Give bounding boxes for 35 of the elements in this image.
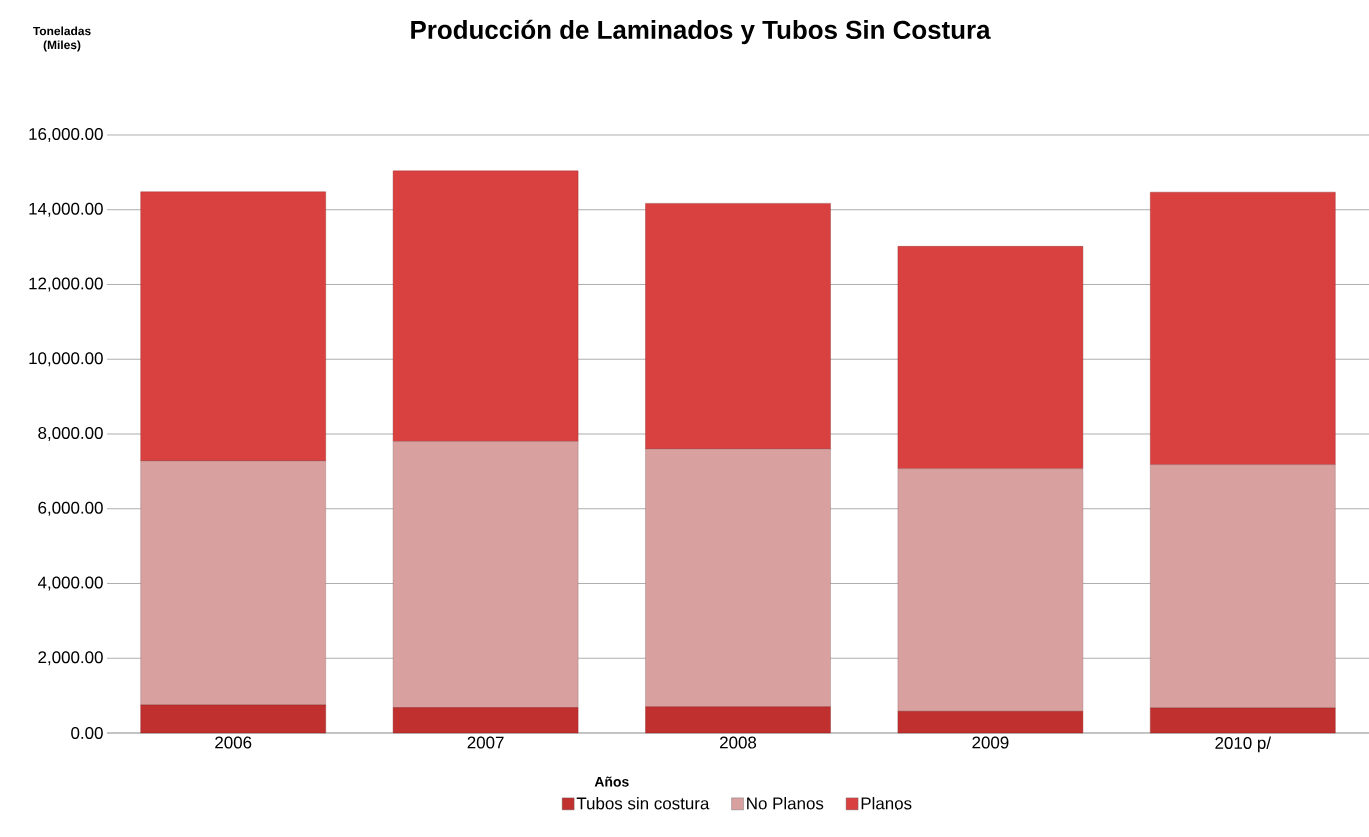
y-tick-label: 2,000.00 bbox=[38, 651, 103, 666]
bar bbox=[897, 468, 1084, 712]
bar bbox=[897, 246, 1084, 469]
x-axis-title: Años bbox=[594, 776, 629, 787]
bar bbox=[645, 706, 831, 734]
legend-label: Planos bbox=[861, 796, 912, 810]
y-tick-label: 12,000.00 bbox=[29, 277, 103, 292]
y-tick-label: 10,000.00 bbox=[29, 352, 103, 367]
bar bbox=[645, 448, 831, 708]
bar bbox=[392, 170, 579, 442]
bar bbox=[1150, 464, 1336, 709]
legend-label: No Planos bbox=[747, 796, 824, 810]
x-tick-label: 2006 bbox=[215, 736, 252, 749]
bar bbox=[897, 711, 1084, 734]
text: Toneladas (Miles) bbox=[33, 26, 91, 52]
bar bbox=[140, 191, 326, 462]
bar bbox=[140, 460, 326, 706]
x-tick-label: 2008 bbox=[720, 736, 757, 749]
y-tick-label: 14,000.00 bbox=[29, 202, 103, 217]
y-tick-label: 0.00 bbox=[71, 727, 103, 739]
x-tick-label: 2010 p/ bbox=[1215, 736, 1272, 753]
y-tick-label: 8,000.00 bbox=[38, 426, 103, 441]
bar bbox=[392, 441, 579, 708]
x-tick-label: 2009 bbox=[972, 736, 1009, 749]
y-tick-label: 6,000.00 bbox=[38, 501, 103, 516]
x-tick-label: 2007 bbox=[467, 736, 504, 749]
bar bbox=[392, 707, 579, 734]
y-tick-label: 4,000.00 bbox=[37, 576, 103, 591]
y-tick-label: 16,000.00 bbox=[29, 127, 103, 142]
bar bbox=[1150, 707, 1336, 734]
legend-label: Tubos sin costura bbox=[576, 796, 710, 810]
bar bbox=[1150, 191, 1336, 465]
chart-title: Producción de Laminados y Tubos Sin Costura bbox=[411, 19, 991, 45]
bar bbox=[645, 203, 831, 450]
bar bbox=[140, 704, 326, 734]
